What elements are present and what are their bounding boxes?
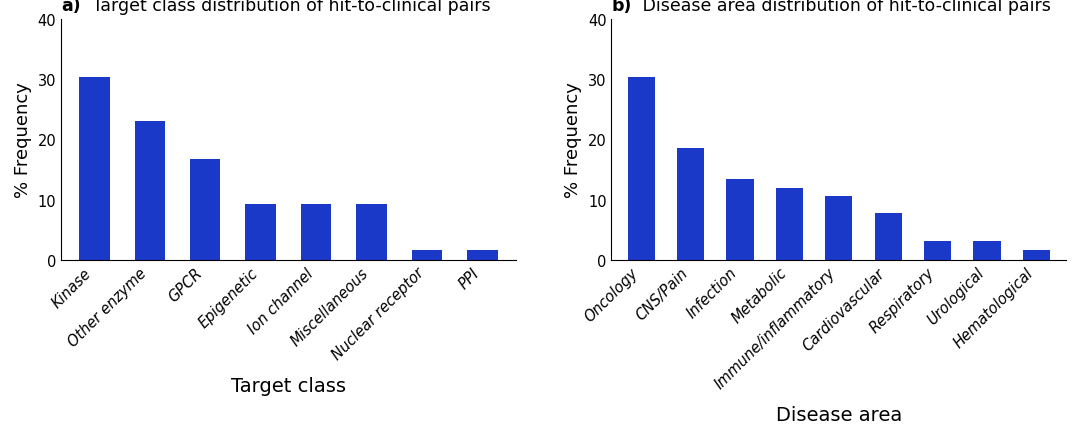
- Bar: [875, 213, 902, 260]
- Text: b): b): [611, 0, 632, 15]
- Bar: [775, 188, 802, 260]
- Bar: [1023, 250, 1050, 260]
- Bar: [79, 78, 109, 260]
- X-axis label: Disease area: Disease area: [775, 405, 902, 424]
- X-axis label: Target class: Target class: [231, 376, 346, 396]
- Bar: [677, 149, 704, 260]
- Bar: [627, 78, 654, 260]
- Bar: [245, 205, 275, 260]
- Bar: [301, 205, 332, 260]
- Bar: [411, 250, 442, 260]
- Text: Target class distribution of hit-to-clinical pairs: Target class distribution of hit-to-clin…: [87, 0, 490, 15]
- Text: a): a): [62, 0, 81, 15]
- Bar: [973, 242, 1001, 260]
- Bar: [135, 122, 165, 260]
- Text: Disease area distribution of hit-to-clinical pairs: Disease area distribution of hit-to-clin…: [637, 0, 1051, 15]
- Y-axis label: % Frequency: % Frequency: [565, 82, 582, 198]
- Bar: [468, 250, 498, 260]
- Y-axis label: % Frequency: % Frequency: [14, 82, 32, 198]
- Bar: [825, 197, 852, 260]
- Bar: [356, 205, 387, 260]
- Bar: [924, 242, 951, 260]
- Bar: [727, 179, 754, 260]
- Bar: [190, 160, 220, 260]
